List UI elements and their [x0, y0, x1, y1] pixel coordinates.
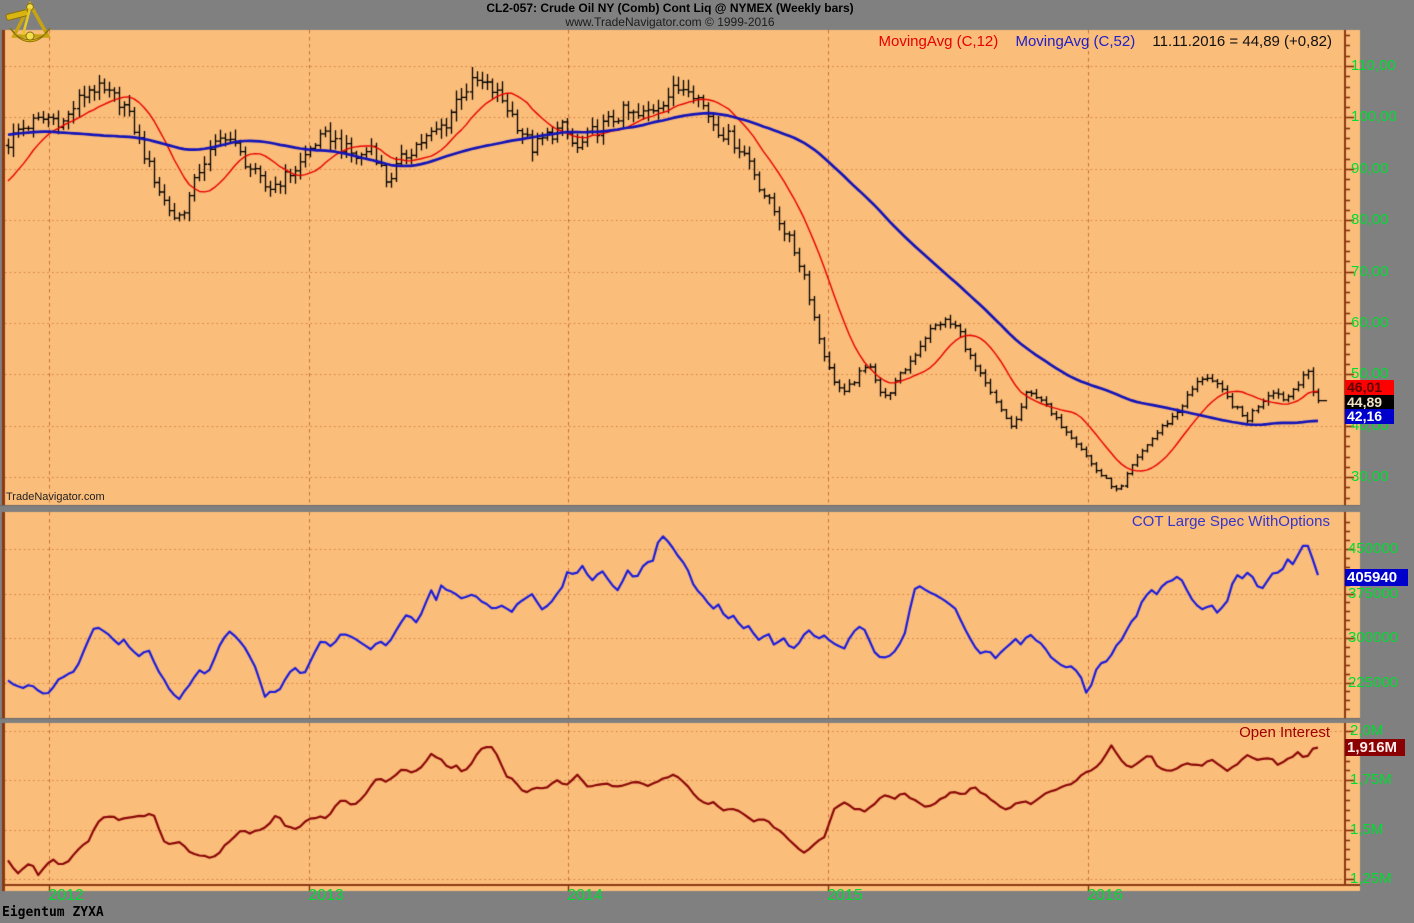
legend-last-quote: 11.11.2016 = 44,89 (+0,82)	[1152, 33, 1332, 50]
oi-panel-title: Open Interest	[1239, 724, 1330, 741]
cot-panel-title: COT Large Spec WithOptions	[1131, 513, 1330, 530]
watermark-label: TradeNavigator.com	[6, 491, 105, 503]
sextant-logo-icon	[5, 1, 51, 43]
price-badge-ma52: 42,16	[1345, 409, 1394, 424]
legend: MovingAvg (C,12) MovingAvg (C,52) 11.11.…	[879, 33, 1333, 50]
legend-ma12-label: MovingAvg (C,12)	[878, 33, 999, 50]
page-subtitle: www.TradeNavigator.com © 1999-2016	[565, 15, 775, 29]
page-title: CL2-057: Crude Oil NY (Comb) Cont Liq @ …	[486, 1, 854, 15]
cot-badge-last: 405940	[1345, 569, 1408, 586]
price-badge-ma12: 46,01	[1345, 380, 1394, 395]
legend-ma52-label: MovingAvg (C,52)	[1015, 33, 1136, 50]
footer-ownership-label: Eigentum ZYXA	[2, 905, 104, 920]
price-badge-last: 44,89	[1345, 395, 1394, 410]
oi-badge-last: 1,916M	[1345, 739, 1405, 756]
